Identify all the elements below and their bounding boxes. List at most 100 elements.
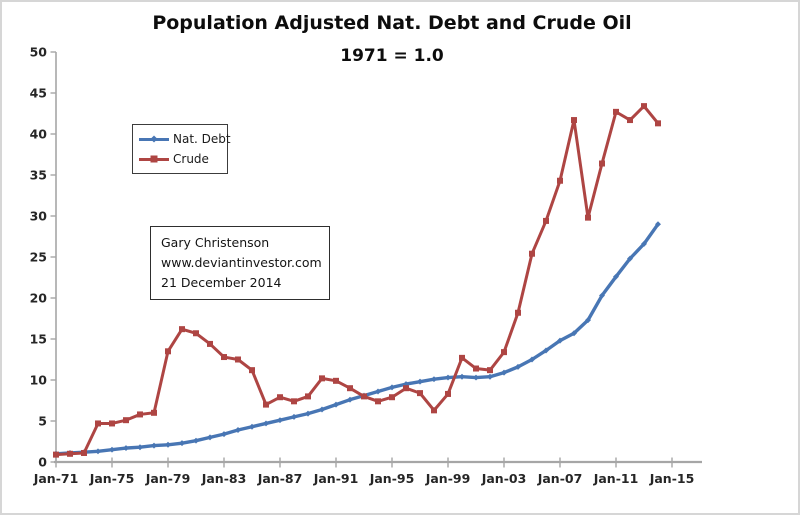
y-tick-label: 30 <box>30 209 48 224</box>
nat-debt-marker <box>95 448 101 455</box>
crude-marker <box>571 117 577 124</box>
crude-marker <box>543 217 549 224</box>
crude-marker <box>613 108 619 115</box>
crude-marker <box>291 398 297 405</box>
crude-marker <box>193 330 199 337</box>
y-tick-label: 0 <box>38 455 47 470</box>
nat-debt-marker <box>599 292 605 299</box>
annotation-author: Gary Christenson <box>161 235 270 250</box>
x-tick-label: Jan-83 <box>201 471 247 486</box>
crude-marker <box>109 420 115 427</box>
crude-marker <box>305 393 311 400</box>
x-tick-label: Jan-91 <box>313 471 359 486</box>
crude-marker <box>655 120 661 127</box>
y-tick-label: 35 <box>30 168 47 183</box>
nat-debt-marker <box>375 388 381 395</box>
legend-item-nat-debt: Nat. Debt <box>139 132 231 146</box>
nat-debt-line <box>54 222 660 456</box>
crude-line <box>54 104 660 457</box>
nat-debt-marker <box>123 445 129 452</box>
x-tick-label: Jan-15 <box>649 471 695 486</box>
crude-marker <box>165 348 171 355</box>
y-tick-label: 25 <box>30 250 47 265</box>
y-tick-label: 40 <box>30 127 48 142</box>
crude-marker <box>557 177 563 184</box>
crude-marker <box>375 398 381 405</box>
annotation-date: 21 December 2014 <box>161 275 282 290</box>
nat-debt-marker <box>529 356 535 363</box>
crude-marker <box>53 451 59 458</box>
chart-title: Population Adjusted Nat. Debt and Crude … <box>152 12 632 34</box>
y-tick-label: 15 <box>30 332 47 347</box>
nat-debt-marker <box>249 423 255 430</box>
crude-marker <box>67 450 73 457</box>
crude-marker <box>431 407 437 414</box>
y-tick-label: 50 <box>30 45 48 60</box>
crude-marker <box>95 420 101 427</box>
legend-label-nat-debt: Nat. Debt <box>173 132 231 146</box>
crude-marker <box>333 377 339 384</box>
nat-debt-marker <box>417 378 423 385</box>
x-tick-label: Jan-71 <box>33 471 79 486</box>
nat-debt-marker <box>347 396 353 403</box>
y-tick-label: 10 <box>30 373 48 388</box>
nat-debt-marker <box>165 441 171 448</box>
crude-marker <box>501 349 507 356</box>
nat-debt-marker <box>277 417 283 424</box>
crude-marker <box>641 103 647 110</box>
nat-debt-marker <box>445 374 451 381</box>
crude-marker <box>515 309 521 316</box>
nat-debt-marker <box>431 376 437 383</box>
x-tick-label: Jan-07 <box>537 471 583 486</box>
nat-debt-marker <box>613 273 619 280</box>
y-tick-label: 5 <box>38 414 47 429</box>
crude-marker <box>179 326 185 333</box>
x-tick-label: Jan-75 <box>89 471 135 486</box>
chart-legend: Nat. Debt Crude <box>132 124 231 174</box>
nat-debt-marker <box>291 413 297 420</box>
nat-debt-marker <box>389 384 395 391</box>
crude-marker <box>585 214 591 221</box>
x-tick-label: Jan-03 <box>481 471 527 486</box>
crude-marker <box>529 250 535 257</box>
nat-debt-marker <box>109 446 115 453</box>
crude-marker <box>235 356 241 363</box>
nat-debt-marker <box>151 442 157 449</box>
y-tick-label: 20 <box>30 291 48 306</box>
crude-marker <box>417 390 423 397</box>
x-tick-label: Jan-79 <box>145 471 191 486</box>
crude-marker <box>277 394 283 401</box>
crude-marker <box>249 367 255 374</box>
x-tick-label: Jan-87 <box>257 471 303 486</box>
annotation-website: www.deviantinvestor.com <box>161 255 322 270</box>
crude-marker <box>221 354 227 361</box>
crude-marker <box>151 409 157 416</box>
crude-marker <box>207 340 213 347</box>
crude-marker <box>445 390 451 397</box>
chart-subtitle: 1971 = 1.0 <box>340 46 444 66</box>
crude-marker <box>263 401 269 408</box>
crude-marker <box>389 394 395 401</box>
nat-debt-marker <box>459 373 465 380</box>
crude-marker <box>459 354 465 361</box>
nat-debt-marker <box>263 420 269 427</box>
crude-marker <box>137 411 143 418</box>
y-tick-label: 45 <box>30 86 47 101</box>
nat-debt-marker <box>571 330 577 337</box>
nat-debt-marker <box>137 444 143 451</box>
crude-marker <box>123 417 129 424</box>
legend-label-crude: Crude <box>173 152 209 166</box>
nat-debt-marker <box>333 401 339 408</box>
crude-marker <box>627 117 633 124</box>
nat-debt-marker <box>543 347 549 354</box>
nat-debt-marker <box>487 373 493 380</box>
nat-debt-marker <box>305 410 311 417</box>
crude-marker <box>319 375 325 382</box>
crude-marker <box>487 367 493 374</box>
nat-debt-marker <box>515 363 521 370</box>
nat-debt-marker <box>501 369 507 376</box>
crude-marker <box>403 385 409 392</box>
x-tick-label: Jan-99 <box>425 471 471 486</box>
crude-marker <box>361 393 367 400</box>
